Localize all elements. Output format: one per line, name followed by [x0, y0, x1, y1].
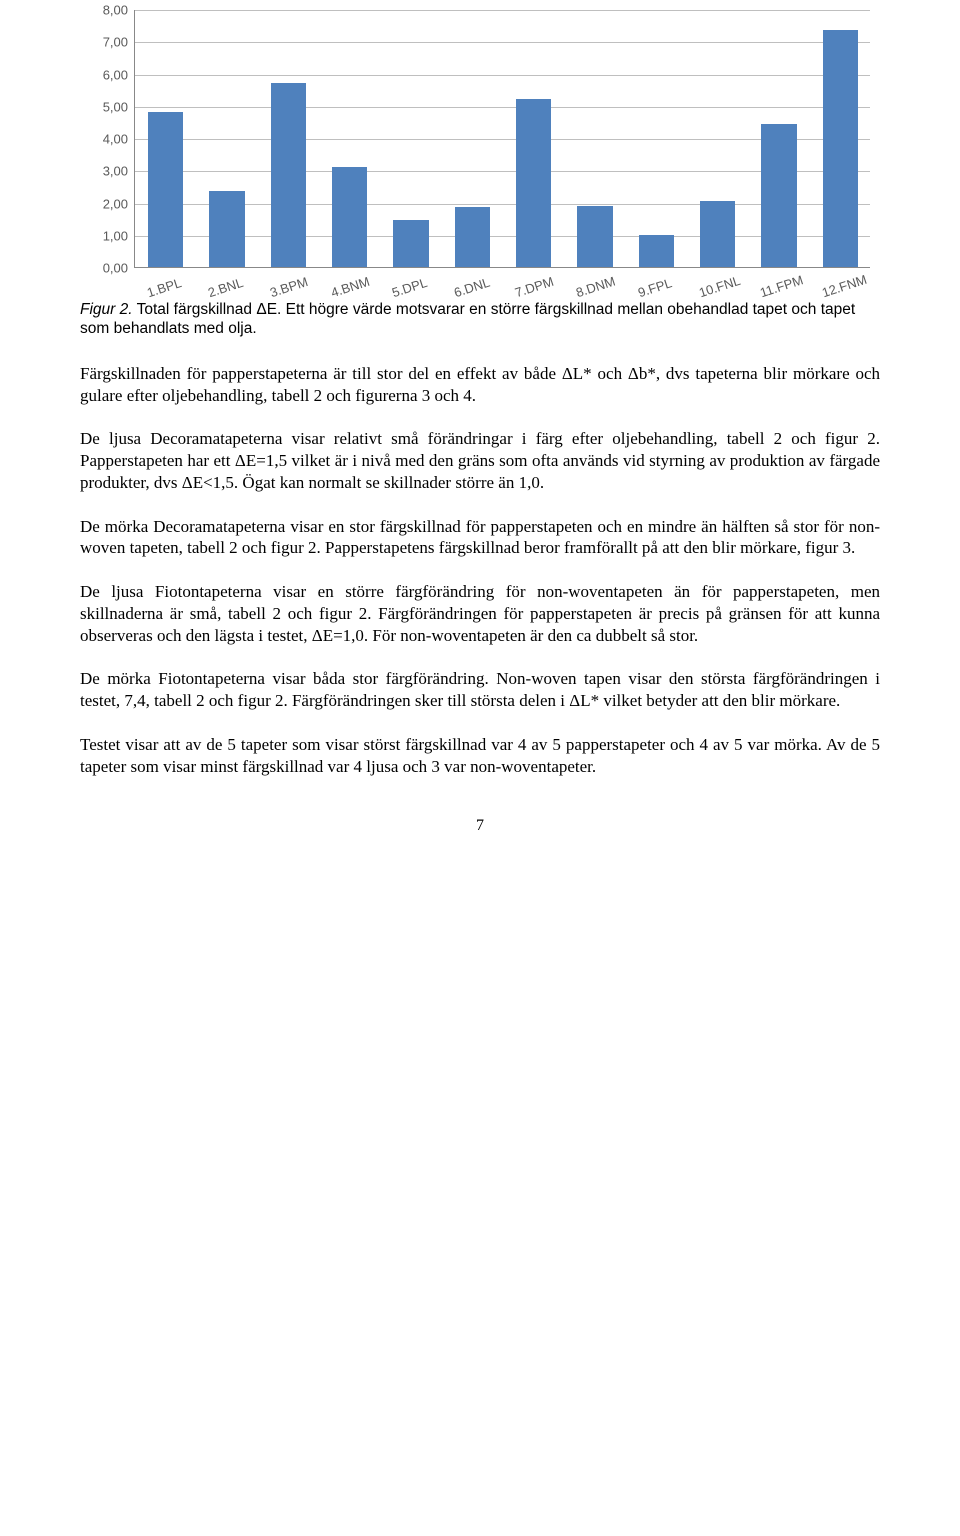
x-tick-label: 11.FPM	[758, 272, 805, 300]
x-tick-label: 4.BNM	[329, 274, 371, 301]
page-number: 7	[80, 817, 880, 835]
y-tick-label: 3,00	[80, 164, 128, 179]
bar	[516, 99, 552, 267]
chart-container: 1.BPL2.BNL3.BPM4.BNM5.DPL6.DNL7.DPM8.DNM…	[80, 10, 880, 290]
x-tick-label: 9.FPL	[636, 275, 674, 300]
x-tick-label: 1.BPL	[145, 275, 183, 300]
x-tick-label: 6.DNL	[452, 275, 492, 301]
y-tick-label: 4,00	[80, 132, 128, 147]
x-tick-label: 10.FNL	[697, 273, 742, 300]
bars-layer	[135, 10, 870, 267]
x-tick-label: 2.BNL	[206, 275, 245, 300]
bar	[577, 206, 613, 267]
figure-caption-text: Total färgskillnad ΔE. Ett högre värde m…	[80, 301, 855, 337]
bar	[209, 191, 245, 267]
x-tick-label: 3.BPM	[268, 274, 310, 300]
y-tick-label: 8,00	[80, 3, 128, 18]
bar	[332, 167, 368, 267]
y-tick-label: 7,00	[80, 35, 128, 50]
x-tick-label: 7.DPM	[513, 274, 555, 301]
paragraph: De ljusa Fiotontapeterna visar en större…	[80, 581, 880, 646]
bar	[761, 124, 797, 268]
y-tick-label: 0,00	[80, 261, 128, 276]
x-tick-label: 5.DPL	[390, 275, 429, 300]
y-tick-label: 5,00	[80, 99, 128, 114]
paragraph: Färgskillnaden för papperstapeterna är t…	[80, 363, 880, 407]
bar	[393, 220, 429, 267]
paragraph: De mörka Fiotontapeterna visar båda stor…	[80, 668, 880, 712]
page: 1.BPL 2.BNL 3.BPM 4.BNM 5.DPL 6.DNL 7.DPM 8.DNM…	[0, 0, 960, 895]
bar-chart: 1.BPL2.BNL3.BPM4.BNM5.DPL6.DNL7.DPM8.DNM…	[80, 10, 880, 290]
paragraph: De mörka Decoramatapeterna visar en stor…	[80, 516, 880, 560]
plot-area	[134, 10, 870, 268]
bar	[639, 235, 675, 267]
bar	[455, 207, 491, 267]
bar	[271, 83, 307, 267]
bar	[700, 201, 736, 267]
x-tick-label: 8.DNM	[574, 273, 617, 300]
bar	[823, 30, 859, 267]
figure-number: Figur 2.	[80, 301, 133, 318]
x-axis-labels: 1.BPL 2.BNL 3.BPM 4.BNM 5.DPL 6.DNL 7.DPM 8.DNM…	[134, 270, 870, 306]
y-tick-label: 6,00	[80, 67, 128, 82]
y-tick-label: 1,00	[80, 228, 128, 243]
bar	[148, 112, 184, 267]
paragraph: De ljusa Decoramatapeterna visar relativ…	[80, 428, 880, 493]
paragraph: Testet visar att av de 5 tapeter som vis…	[80, 734, 880, 778]
y-tick-label: 2,00	[80, 196, 128, 211]
x-tick-label: 12.FNM	[820, 272, 869, 301]
